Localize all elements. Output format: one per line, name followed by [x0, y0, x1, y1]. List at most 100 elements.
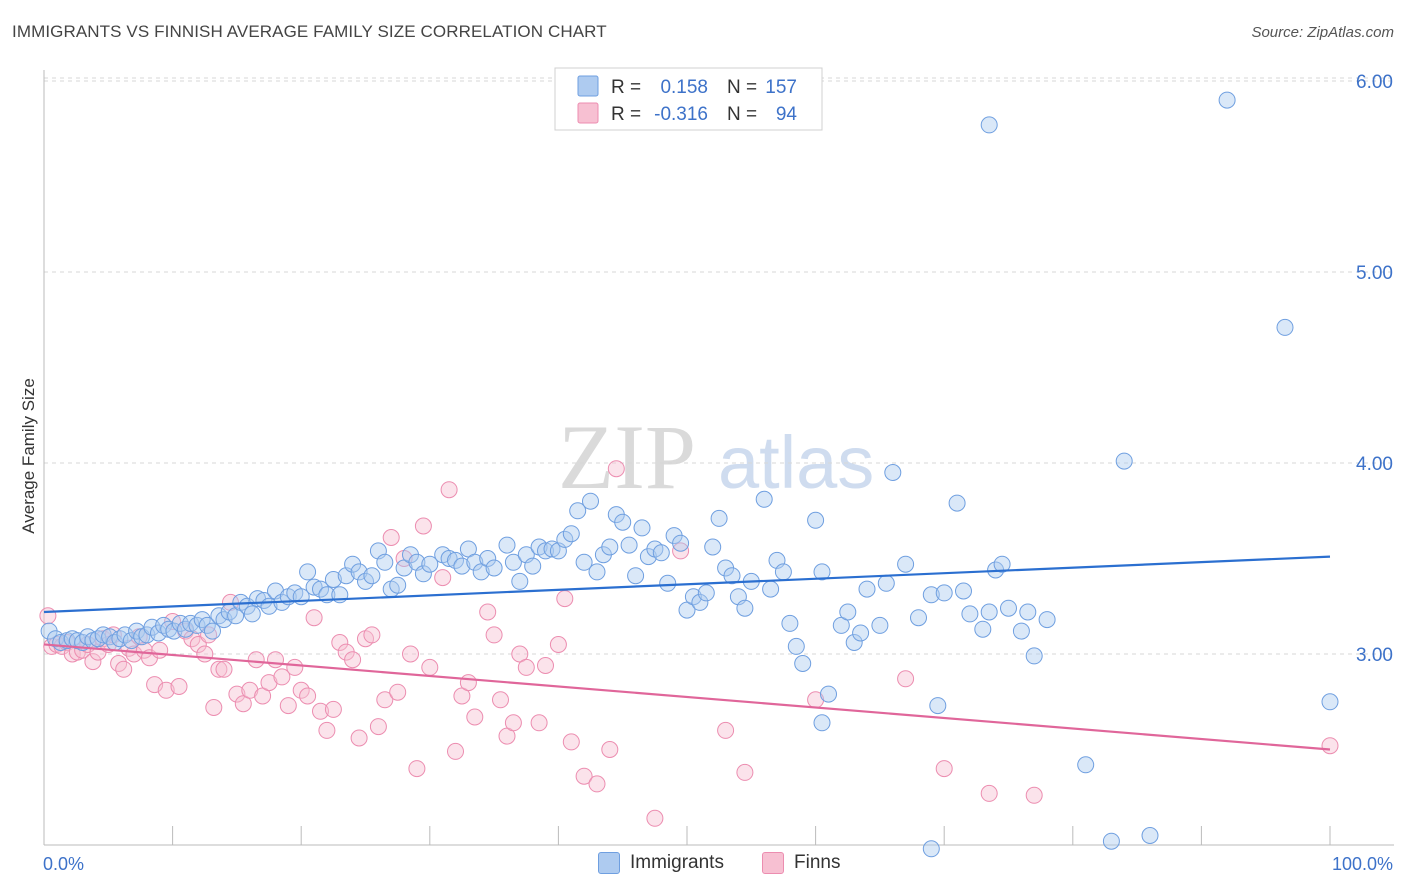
x-tick-label-max: 100.0% [1332, 854, 1393, 874]
legend-n-label-immigrants: N = [727, 77, 757, 98]
y-tick-labels: 3.00 4.00 5.00 6.00 [1356, 72, 1393, 666]
immigrants-point [556, 530, 574, 548]
finns-trend-line [43, 643, 1331, 751]
immigrants-trend-line [43, 555, 1331, 614]
immigrants-point [376, 553, 394, 571]
finns-point [479, 603, 497, 621]
immigrants-point [807, 511, 825, 529]
immigrants-point [453, 557, 471, 575]
immigrants-point [845, 634, 863, 651]
immigrants-point [961, 605, 979, 623]
finns-point [421, 658, 439, 676]
immigrants-point [974, 620, 992, 638]
immigrants-point [588, 563, 606, 581]
legend-box: R = 0.158 N = 157 R = -0.316 N = 94 [554, 67, 823, 131]
immigrants-point [980, 116, 998, 134]
immigrants-point [948, 494, 966, 512]
immigrants-point [524, 557, 542, 575]
immigrants-point [562, 525, 580, 543]
immigrants-point [243, 605, 261, 623]
x-tick-label-min: 0.0% [43, 854, 84, 874]
finns-point [331, 634, 349, 651]
finns-point [980, 784, 998, 802]
finns-point [402, 645, 419, 663]
finns-point [408, 760, 426, 778]
finns-point [241, 681, 259, 699]
immigrants-point [1102, 832, 1120, 850]
immigrants-point [877, 574, 895, 592]
finns-point [736, 763, 754, 781]
immigrants-point [672, 534, 690, 552]
legend-n-label-finns: N = [727, 104, 757, 125]
legend-n-value-finns: 94 [776, 104, 798, 125]
finns-point [440, 481, 458, 499]
finns-point [170, 678, 188, 695]
immigrants-point [755, 490, 773, 508]
immigrants-point [691, 593, 709, 611]
immigrants-point [980, 603, 998, 621]
finns-point [210, 660, 228, 678]
immigrants-point [820, 685, 837, 703]
immigrants-point [813, 714, 831, 732]
finns-point [492, 691, 509, 709]
immigrants-point [1141, 827, 1159, 844]
immigrants-point [813, 563, 831, 581]
immigrants-point [1038, 611, 1056, 629]
finns-point [376, 691, 394, 709]
immigrants-point [122, 632, 140, 650]
immigrants-point [787, 637, 805, 655]
immigrants-point [363, 567, 381, 585]
watermark: ZIP atlas [558, 406, 874, 508]
finns-point [382, 529, 400, 546]
immigrants-point [710, 509, 728, 527]
immigrants-point [774, 563, 792, 581]
finns-point [537, 657, 554, 674]
finns-point [157, 681, 175, 699]
legend-r-value-immigrants: 0.158 [660, 77, 708, 98]
immigrants-point [511, 572, 529, 590]
watermark-zip: ZIP [558, 406, 696, 508]
legend-swatch-immigrants [577, 75, 599, 97]
bottom-legend: Immigrants Finns [0, 852, 1406, 878]
immigrants-point [1321, 693, 1339, 711]
immigrants-point [929, 697, 947, 715]
legend-swatch-finns [577, 102, 599, 124]
immigrants-point [897, 555, 915, 573]
finns-point [897, 670, 915, 688]
legend-r-value-finns: -0.316 [654, 104, 708, 125]
finns-point [299, 687, 317, 705]
immigrants-point [204, 622, 221, 640]
finns-point [485, 626, 503, 644]
chart-title: IMMIGRANTS VS FINNISH AVERAGE FAMILY SIZ… [12, 22, 607, 41]
y-tick-label: 3.00 [1356, 645, 1393, 666]
x-ticks [43, 826, 1331, 845]
finns-point [228, 685, 246, 703]
finns-point [562, 733, 580, 751]
immigrants-point [324, 571, 342, 588]
finns-point [447, 742, 464, 760]
y-tick-label: 6.00 [1356, 72, 1393, 93]
finns-point [39, 607, 57, 625]
legend-n-value-immigrants: 157 [765, 77, 797, 98]
bottom-legend-finns-label: Finns [794, 852, 841, 873]
immigrants-point [659, 574, 677, 592]
immigrants-point [414, 565, 432, 583]
immigrants-point [633, 519, 651, 537]
finns-point [389, 683, 407, 701]
immigrants-point [601, 538, 619, 556]
immigrants-point [697, 584, 715, 602]
finns-point [575, 767, 593, 785]
finns-point [607, 460, 625, 478]
finns-point [369, 718, 387, 736]
finns-point [363, 626, 381, 644]
immigrants-point [1019, 603, 1037, 621]
immigrants-point [299, 563, 317, 581]
finns-point [115, 660, 133, 678]
finns-point [151, 641, 169, 659]
immigrants-point [781, 614, 799, 632]
immigrants-point [723, 567, 741, 585]
finns-point [601, 741, 619, 758]
immigrants-point [955, 582, 972, 600]
immigrants-swatch [598, 852, 620, 874]
finns-point [517, 658, 535, 676]
